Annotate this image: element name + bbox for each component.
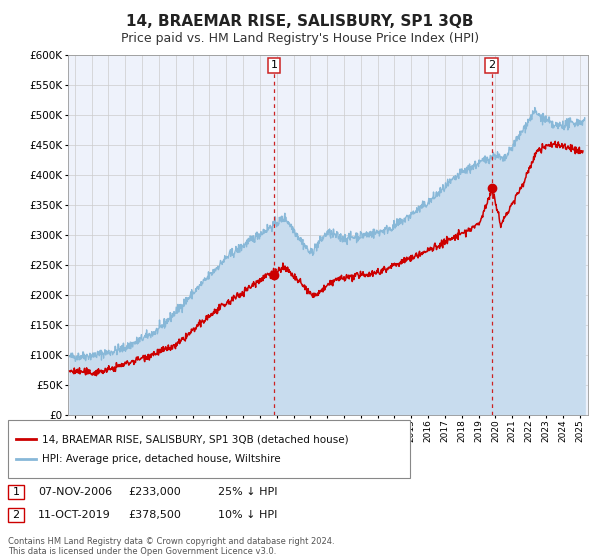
Text: 07-NOV-2006: 07-NOV-2006: [38, 487, 112, 497]
Bar: [8, 485, 24, 499]
Text: 1: 1: [271, 60, 278, 71]
Text: 10% ↓ HPI: 10% ↓ HPI: [218, 510, 277, 520]
Text: 14, BRAEMAR RISE, SALISBURY, SP1 3QB (detached house): 14, BRAEMAR RISE, SALISBURY, SP1 3QB (de…: [42, 434, 349, 444]
Bar: [8, 508, 24, 522]
Text: 2: 2: [13, 510, 20, 520]
Text: Price paid vs. HM Land Registry's House Price Index (HPI): Price paid vs. HM Land Registry's House …: [121, 32, 479, 45]
Bar: [8, 420, 410, 478]
Text: £233,000: £233,000: [128, 487, 181, 497]
Text: Contains HM Land Registry data © Crown copyright and database right 2024.: Contains HM Land Registry data © Crown c…: [8, 538, 335, 547]
Text: 14, BRAEMAR RISE, SALISBURY, SP1 3QB: 14, BRAEMAR RISE, SALISBURY, SP1 3QB: [126, 14, 474, 29]
Text: 11-OCT-2019: 11-OCT-2019: [38, 510, 111, 520]
Text: HPI: Average price, detached house, Wiltshire: HPI: Average price, detached house, Wilt…: [42, 454, 281, 464]
Text: 2: 2: [488, 60, 496, 71]
Text: This data is licensed under the Open Government Licence v3.0.: This data is licensed under the Open Gov…: [8, 548, 277, 557]
Text: 25% ↓ HPI: 25% ↓ HPI: [218, 487, 277, 497]
Text: 1: 1: [13, 487, 19, 497]
Text: £378,500: £378,500: [128, 510, 181, 520]
